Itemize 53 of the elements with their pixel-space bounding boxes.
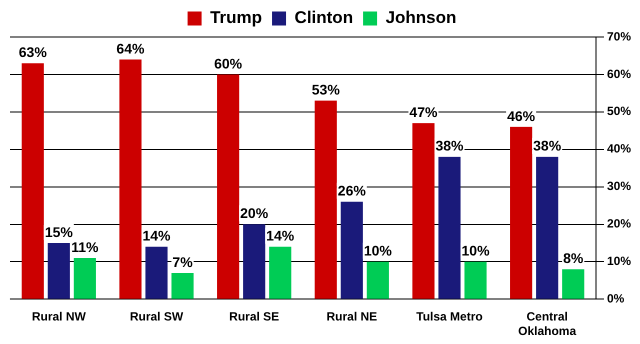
- x-tick-label: Rural NW: [32, 310, 87, 324]
- x-tick-label: Rural SE: [229, 310, 280, 324]
- y-tick-label: 0%: [606, 292, 625, 306]
- data-label: 8%: [563, 250, 584, 266]
- bar: [366, 262, 389, 299]
- y-tick-label: 30%: [606, 179, 632, 194]
- y-tick-label: 60%: [606, 66, 632, 81]
- data-label: 38%: [533, 138, 562, 154]
- bar: [562, 269, 584, 299]
- legend-label: Johnson: [386, 8, 456, 28]
- bar: [48, 243, 70, 299]
- data-label: 10%: [462, 242, 490, 259]
- data-label: 64%: [116, 40, 146, 56]
- bar: [74, 258, 96, 299]
- data-label: 14%: [266, 228, 295, 244]
- x-tick-label: Rural NE: [326, 310, 378, 324]
- y-tick-label: 20%: [606, 216, 632, 231]
- data-label: 46%: [507, 108, 536, 124]
- x-tick-label: Rural SW: [130, 310, 184, 324]
- legend-label: Clinton: [294, 8, 354, 28]
- data-label: 15%: [44, 224, 74, 240]
- bar: [412, 123, 435, 299]
- y-tick-label: 40%: [606, 142, 632, 156]
- y-tick-label: 10%: [606, 254, 632, 268]
- data-label: 38%: [435, 138, 464, 154]
- data-label: 26%: [338, 182, 366, 199]
- bar: [510, 126, 532, 299]
- y-tick-label: 70%: [606, 29, 632, 44]
- data-label: 53%: [312, 82, 340, 98]
- data-label: 7%: [172, 254, 194, 270]
- bar: [119, 59, 142, 299]
- bar: [171, 272, 194, 299]
- bar: [269, 246, 292, 299]
- data-label: 14%: [142, 228, 172, 244]
- x-tick-label: Tulsa Metro: [416, 310, 483, 324]
- bar: [217, 74, 240, 299]
- data-label: 63%: [18, 44, 48, 60]
- data-label: 60%: [214, 55, 243, 72]
- data-label: 10%: [364, 242, 392, 259]
- bar: [438, 156, 461, 299]
- bar: [464, 262, 487, 299]
- data-label: 20%: [240, 205, 269, 222]
- legend-label: Trump: [210, 8, 262, 28]
- bar: [22, 63, 44, 299]
- x-tick-label: Central Oklahoma: [518, 310, 576, 338]
- bar: [536, 156, 558, 299]
- data-label: 11%: [71, 238, 100, 255]
- bar: [145, 246, 168, 299]
- bar: [340, 202, 363, 299]
- data-label: 47%: [409, 104, 438, 120]
- bar: [243, 224, 266, 299]
- y-tick-label: 50%: [606, 104, 632, 118]
- bar: [314, 100, 337, 299]
